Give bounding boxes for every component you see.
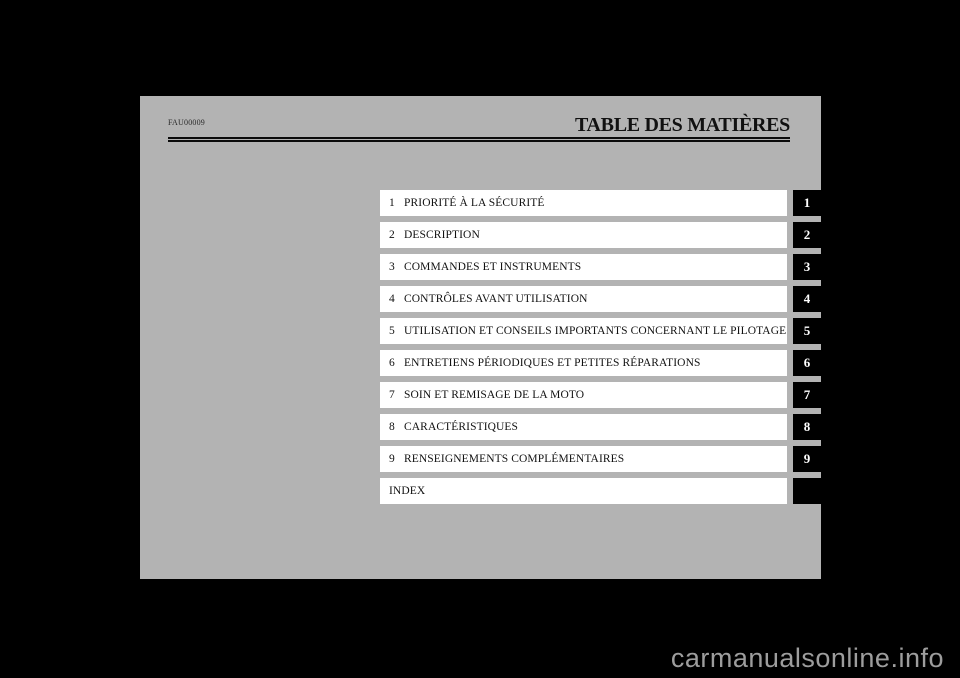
toc-list: 1 PRIORITÉ À LA SÉCURITÉ 1 2 DESCRIPTION 2 3 CO… bbox=[380, 190, 821, 504]
toc-row: 2 DESCRIPTION 2 bbox=[380, 222, 821, 248]
toc-entry: 8 CARACTÉRISTIQUES bbox=[380, 414, 787, 440]
page-title: TABLE DES MATIÈRES bbox=[574, 114, 790, 136]
chapter-number: 8 bbox=[389, 421, 395, 433]
toc-entry: 1 PRIORITÉ À LA SÉCURITÉ bbox=[380, 190, 787, 216]
chapter-number: 2 bbox=[389, 229, 395, 241]
chapter-number: 5 bbox=[389, 325, 395, 337]
toc-entry: 3 COMMANDES ET INSTRUMENTS bbox=[380, 254, 787, 280]
toc-row: 1 PRIORITÉ À LA SÉCURITÉ 1 bbox=[380, 190, 821, 216]
chapter-tab: 1 bbox=[793, 190, 821, 216]
toc-row: 7 SOIN ET REMISAGE DE LA MOTO 7 bbox=[380, 382, 821, 408]
toc-row: INDEX bbox=[380, 478, 821, 504]
toc-row: 9 RENSEIGNEMENTS COMPLÉMENTAIRES 9 bbox=[380, 446, 821, 472]
title-rule-thick-line bbox=[168, 137, 790, 139]
toc-entry: 9 RENSEIGNEMENTS COMPLÉMENTAIRES bbox=[380, 446, 787, 472]
chapter-title: PRIORITÉ À LA SÉCURITÉ bbox=[404, 197, 545, 209]
toc-entry: 7 SOIN ET REMISAGE DE LA MOTO bbox=[380, 382, 787, 408]
chapter-number: 7 bbox=[389, 389, 395, 401]
toc-entry: 2 DESCRIPTION bbox=[380, 222, 787, 248]
chapter-tab: 4 bbox=[793, 286, 821, 312]
chapter-title: COMMANDES ET INSTRUMENTS bbox=[404, 261, 582, 273]
toc-entry: 4 CONTRÔLES AVANT UTILISATION bbox=[380, 286, 787, 312]
toc-row: 4 CONTRÔLES AVANT UTILISATION 4 bbox=[380, 286, 821, 312]
toc-row: 3 COMMANDES ET INSTRUMENTS 3 bbox=[380, 254, 821, 280]
document-code: FAU00009 bbox=[168, 118, 206, 127]
toc-entry: 5 UTILISATION ET CONSEILS IMPORTANTS CONC… bbox=[380, 318, 787, 344]
chapter-number: 9 bbox=[389, 453, 395, 465]
chapter-title: INDEX bbox=[389, 485, 426, 497]
watermark-text: carmanualsonline.info bbox=[670, 643, 944, 673]
title-rule bbox=[168, 137, 790, 142]
toc-row: 8 CARACTÉRISTIQUES 8 bbox=[380, 414, 821, 440]
toc-entry: INDEX bbox=[380, 478, 787, 504]
chapter-title: UTILISATION ET CONSEILS IMPORTANTS CONCE… bbox=[404, 325, 787, 337]
chapter-title: ENTRETIENS PÉRIODIQUES ET PETITES RÉPARA… bbox=[404, 357, 701, 369]
chapter-tab: 8 bbox=[793, 414, 821, 440]
chapter-title: SOIN ET REMISAGE DE LA MOTO bbox=[404, 389, 585, 401]
toc-entry: 6 ENTRETIENS PÉRIODIQUES ET PETITES RÉPAR… bbox=[380, 350, 787, 376]
chapter-tab: 7 bbox=[793, 382, 821, 408]
chapter-number: 4 bbox=[389, 293, 395, 305]
chapter-title: DESCRIPTION bbox=[404, 229, 480, 241]
chapter-number: 1 bbox=[389, 197, 395, 209]
chapter-title: RENSEIGNEMENTS COMPLÉMENTAIRES bbox=[404, 453, 625, 465]
chapter-number: 3 bbox=[389, 261, 395, 273]
toc-row: 5 UTILISATION ET CONSEILS IMPORTANTS CONC… bbox=[380, 318, 821, 344]
chapter-tab: 5 bbox=[793, 318, 821, 344]
manual-page: FAU00009 TABLE DES MATIÈRES 1 PRIORITÉ À … bbox=[140, 96, 821, 579]
toc-row: 6 ENTRETIENS PÉRIODIQUES ET PETITES RÉPAR… bbox=[380, 350, 821, 376]
chapter-tab: 2 bbox=[793, 222, 821, 248]
chapter-tab: 9 bbox=[793, 446, 821, 472]
chapter-title: CONTRÔLES AVANT UTILISATION bbox=[404, 293, 588, 305]
chapter-title: CARACTÉRISTIQUES bbox=[404, 421, 519, 433]
title-rule-thin-line bbox=[168, 140, 790, 142]
chapter-tab: 3 bbox=[793, 254, 821, 280]
chapter-number: 6 bbox=[389, 357, 395, 369]
chapter-tab bbox=[793, 478, 821, 504]
chapter-tab: 6 bbox=[793, 350, 821, 376]
